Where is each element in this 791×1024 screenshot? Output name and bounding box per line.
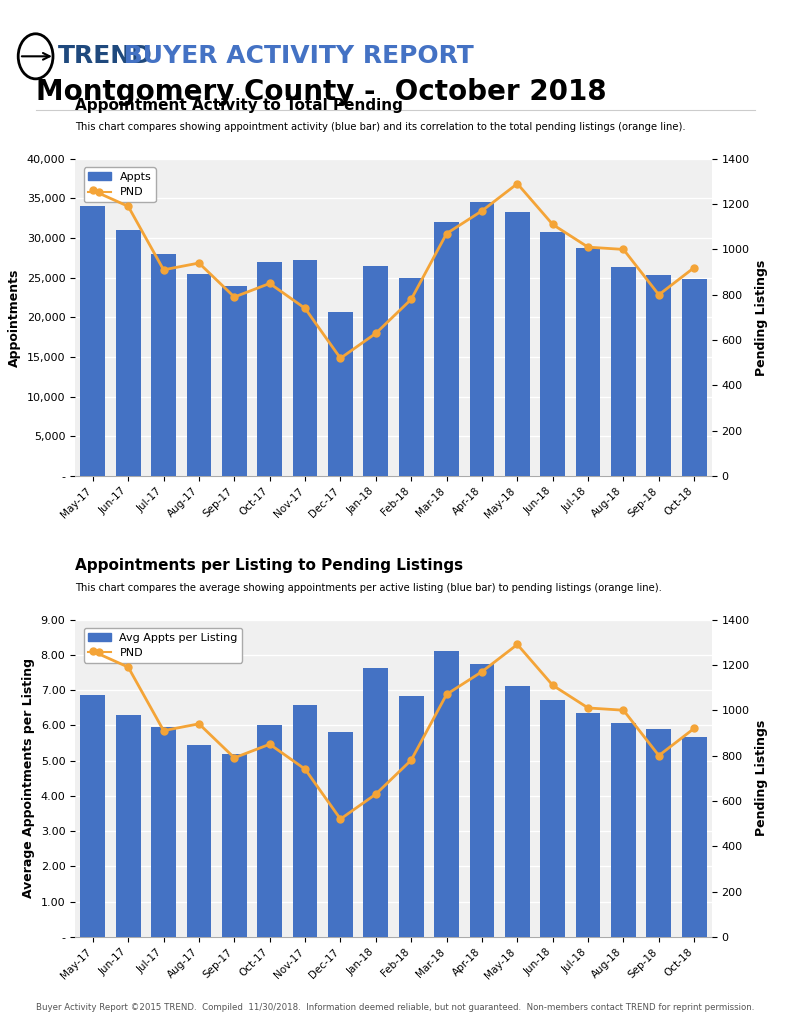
Bar bbox=[399, 278, 424, 476]
Bar bbox=[470, 664, 494, 937]
Text: Appointments per Listing to Pending Listings: Appointments per Listing to Pending List… bbox=[75, 558, 464, 573]
Bar bbox=[646, 729, 672, 937]
Legend: Appts, PND: Appts, PND bbox=[84, 168, 156, 202]
Bar bbox=[257, 725, 282, 937]
Bar bbox=[576, 249, 600, 476]
Bar bbox=[470, 203, 494, 476]
Bar bbox=[682, 736, 706, 937]
Bar bbox=[187, 273, 211, 476]
Bar bbox=[151, 727, 176, 937]
Y-axis label: Pending Listings: Pending Listings bbox=[755, 259, 768, 376]
Bar bbox=[434, 222, 459, 476]
Text: Appointment Activity to Total Pending: Appointment Activity to Total Pending bbox=[75, 97, 403, 113]
Y-axis label: Pending Listings: Pending Listings bbox=[755, 720, 768, 837]
Bar bbox=[222, 755, 247, 937]
Bar bbox=[434, 650, 459, 937]
Bar bbox=[611, 267, 636, 476]
Text: Buyer Activity Report ©2015 TREND.  Compiled  11/30/2018.  Information deemed re: Buyer Activity Report ©2015 TREND. Compi… bbox=[36, 1002, 755, 1012]
Text: This chart compares the average showing appointments per active listing (blue ba: This chart compares the average showing … bbox=[75, 583, 662, 593]
Bar bbox=[187, 744, 211, 937]
Y-axis label: Appointments: Appointments bbox=[8, 268, 21, 367]
Text: TREND: TREND bbox=[59, 44, 153, 69]
Bar bbox=[363, 266, 388, 476]
Bar bbox=[646, 275, 672, 476]
Bar bbox=[293, 260, 317, 476]
Bar bbox=[257, 262, 282, 476]
Text: This chart compares showing appointment activity (blue bar) and its correlation : This chart compares showing appointment … bbox=[75, 122, 686, 132]
Bar bbox=[505, 686, 530, 937]
Bar bbox=[576, 713, 600, 937]
Bar bbox=[115, 715, 141, 937]
Bar bbox=[611, 723, 636, 937]
Bar bbox=[399, 696, 424, 937]
Bar bbox=[115, 230, 141, 476]
Bar bbox=[540, 700, 565, 937]
Bar bbox=[222, 286, 247, 476]
Bar bbox=[682, 280, 706, 476]
Text: BUYER ACTIVITY REPORT: BUYER ACTIVITY REPORT bbox=[115, 44, 474, 69]
Bar bbox=[81, 695, 105, 937]
Bar bbox=[328, 312, 353, 476]
Bar bbox=[363, 669, 388, 937]
Bar bbox=[540, 231, 565, 476]
Y-axis label: Average Appointments per Listing: Average Appointments per Listing bbox=[22, 658, 35, 898]
Bar bbox=[151, 254, 176, 476]
Text: Montgomery County -  October 2018: Montgomery County - October 2018 bbox=[36, 78, 606, 106]
Legend: Avg Appts per Listing, PND: Avg Appts per Listing, PND bbox=[84, 629, 242, 663]
Bar bbox=[293, 706, 317, 937]
Bar bbox=[328, 732, 353, 937]
Bar bbox=[505, 212, 530, 476]
Bar bbox=[81, 207, 105, 476]
